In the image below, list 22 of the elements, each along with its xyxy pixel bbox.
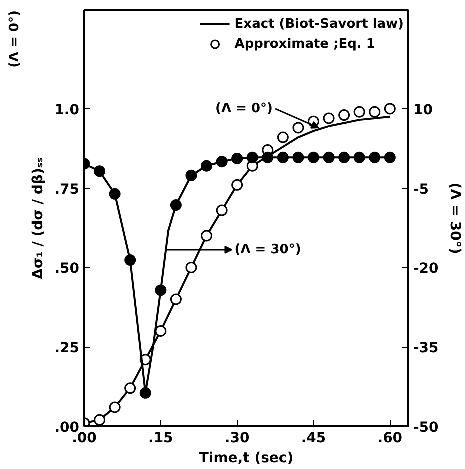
annotation: (Λ = 30°) bbox=[234, 242, 302, 258]
text: (Λ = 0°) bbox=[8, 10, 22, 68]
legend-label: Exact (Biot-Savort law) bbox=[234, 16, 404, 32]
y2-tick-label: -20 bbox=[414, 261, 440, 278]
y2-tick-label: -5 bbox=[414, 182, 430, 198]
y-tick-label: 1.0 bbox=[54, 102, 80, 118]
x-axis-title: Time,t (sec) bbox=[199, 450, 294, 466]
y2-tick-label: 10 bbox=[414, 102, 434, 118]
y-tick-label: .25 bbox=[54, 340, 80, 357]
y-axis-title: Δσ₁ / (dσ / dβ)ₛₛ bbox=[30, 157, 47, 280]
x-tick-label: .60 bbox=[378, 430, 403, 446]
y-tick-label: .50 bbox=[54, 261, 80, 278]
x-tick-label: .45 bbox=[301, 430, 326, 446]
legend-label: Approximate ;Eq. 1 bbox=[234, 36, 376, 52]
x-tick-label: .00 bbox=[72, 430, 98, 446]
annotation: (Λ = 0°) bbox=[216, 101, 273, 116]
y2-tick-label: -50 bbox=[414, 420, 440, 436]
x-tick-label: .30 bbox=[224, 430, 250, 446]
y2-tick-label: -35 bbox=[414, 340, 439, 357]
y-tick-label: .75 bbox=[54, 182, 80, 198]
y2-axis-title: (Λ = 30°) bbox=[446, 182, 463, 254]
x-tick-label: .15 bbox=[148, 430, 174, 446]
